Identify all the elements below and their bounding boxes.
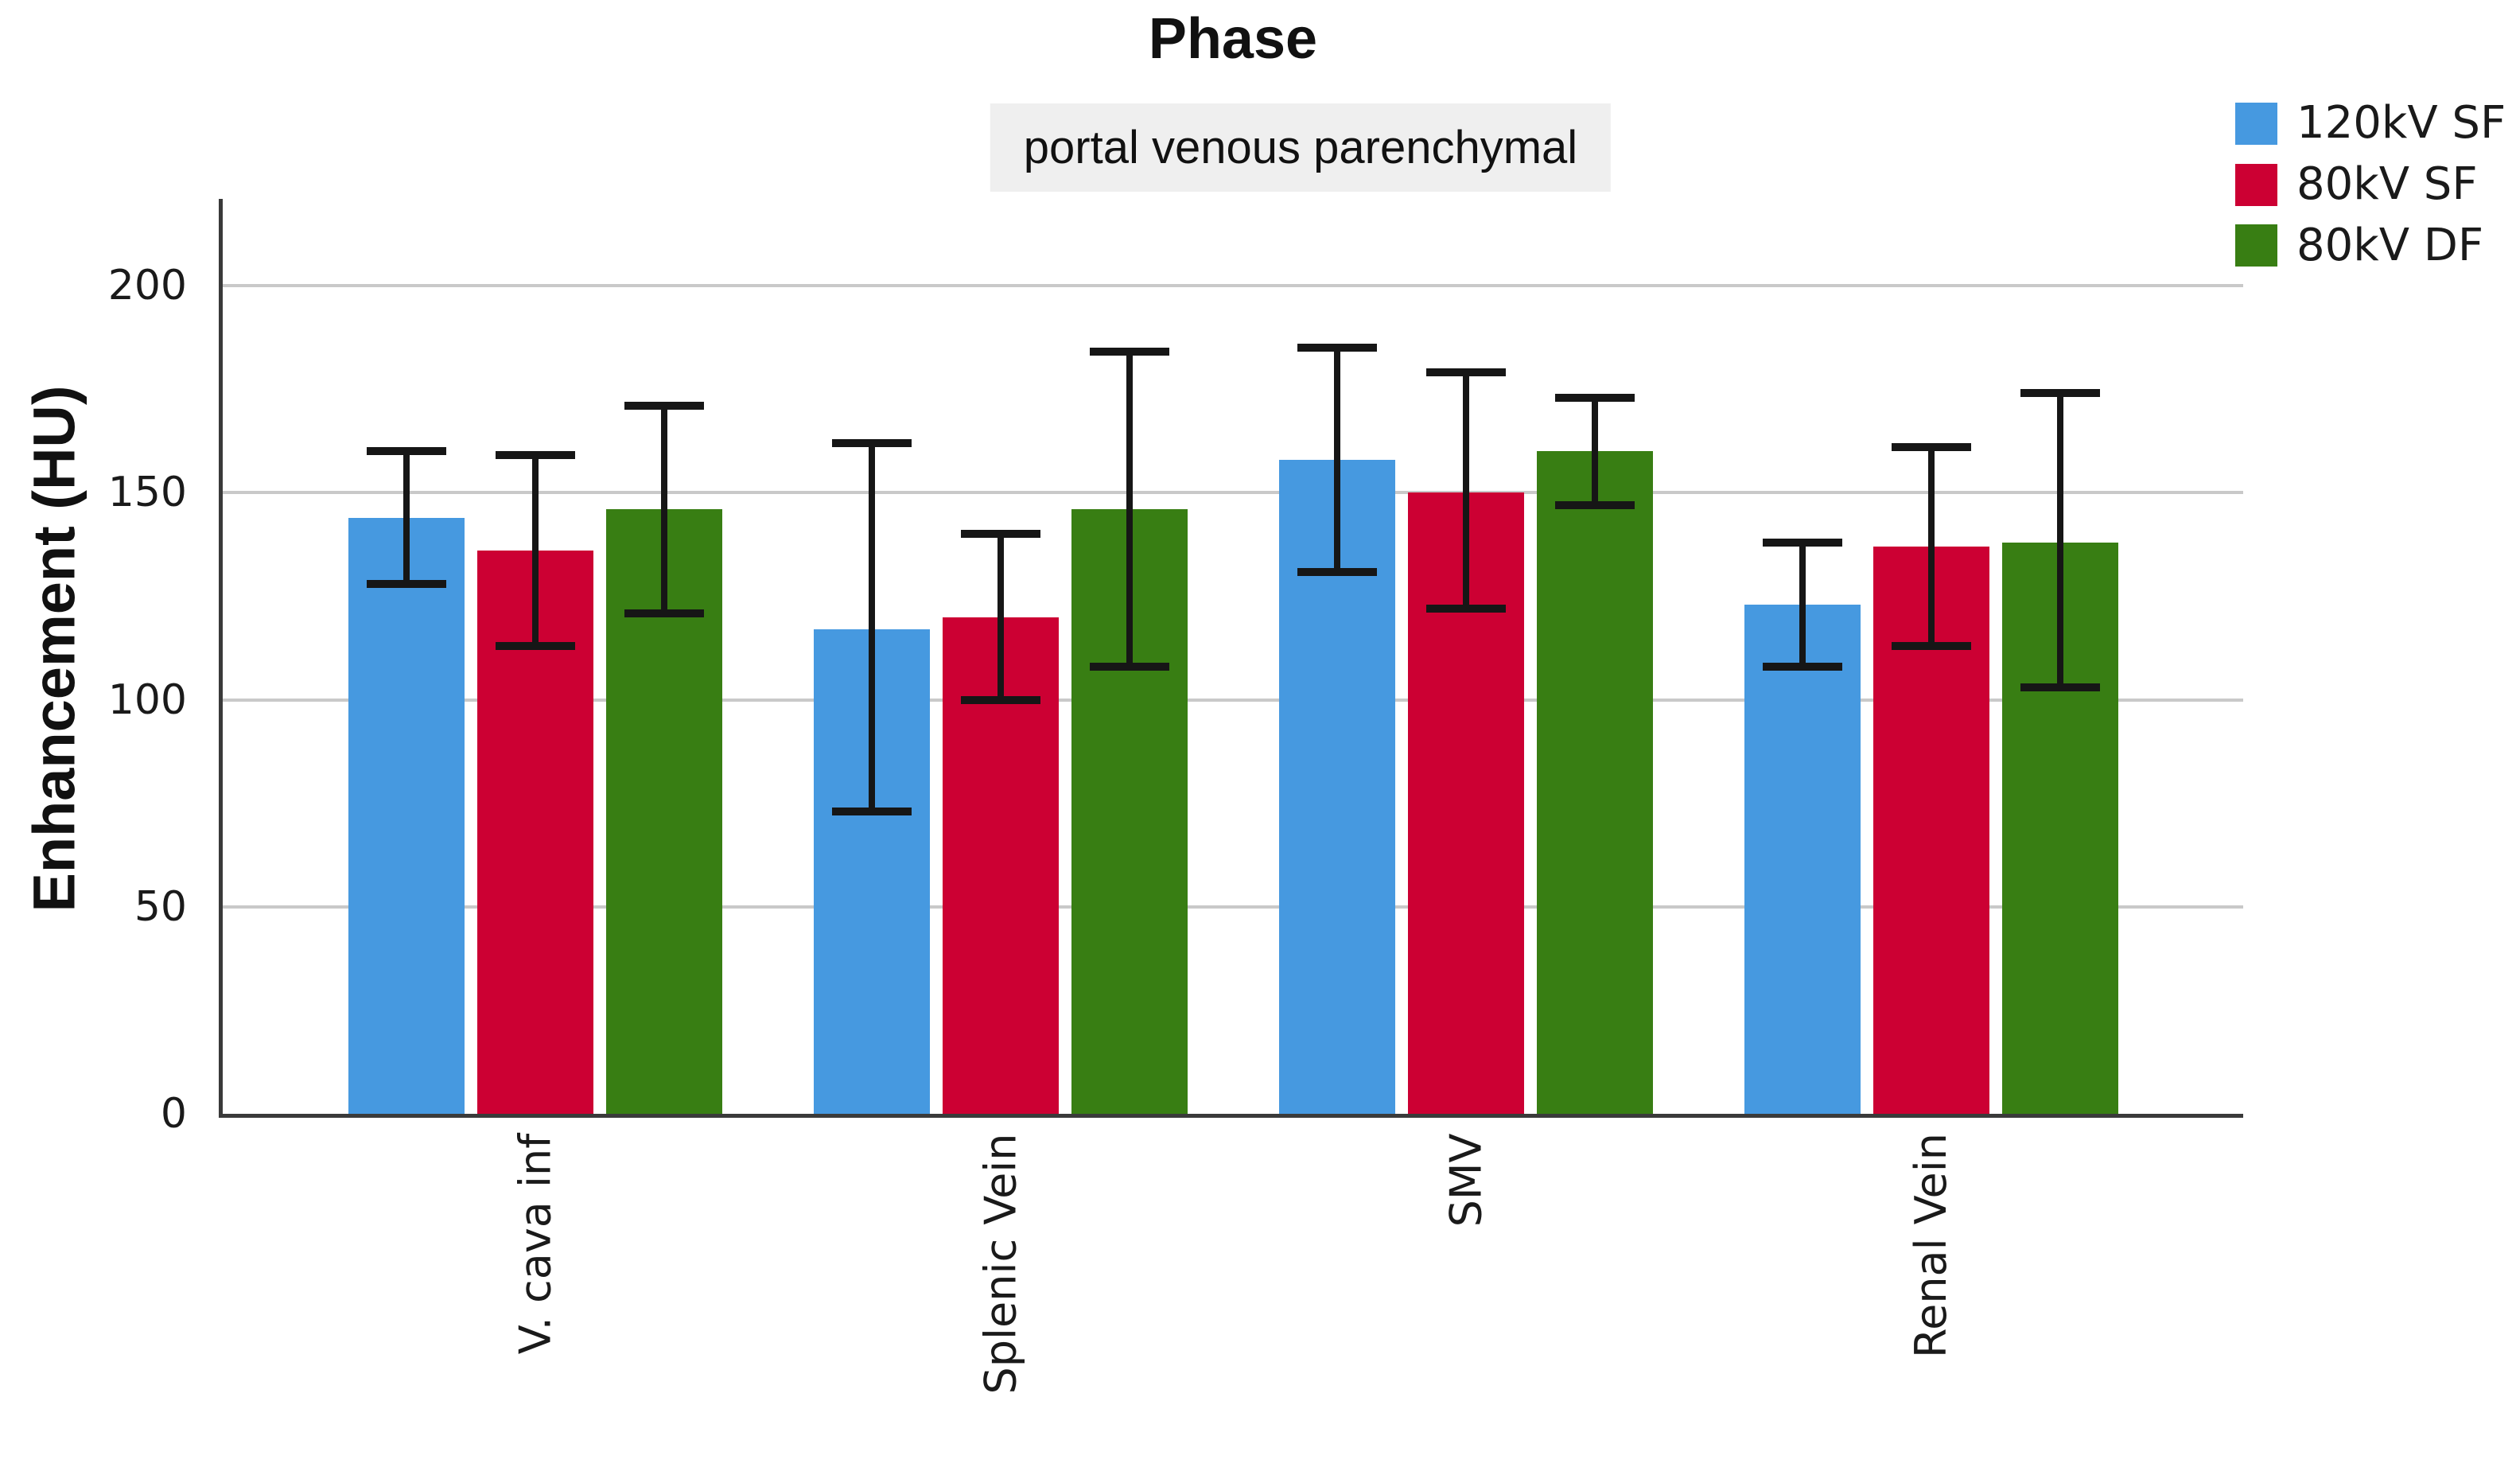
- error-bar-cap-bottom: [1089, 663, 1169, 671]
- y-tick-label: 150: [107, 469, 187, 517]
- error-bar-cap-bottom: [960, 695, 1040, 704]
- legend-label: 120kV SF: [2296, 97, 2506, 149]
- legend-swatch: [2235, 224, 2277, 267]
- error-bar-line: [1927, 443, 1935, 651]
- error-bar-cap-bottom: [624, 609, 704, 617]
- error-bar-line: [1126, 348, 1133, 671]
- y-tick-label: 100: [107, 675, 187, 724]
- gridline: [223, 905, 2243, 909]
- error-bar-cap-top: [1425, 368, 1506, 377]
- error-bar-line: [531, 451, 539, 651]
- error-bar-cap-bottom: [1425, 605, 1506, 613]
- error-bar: [495, 451, 575, 651]
- y-tick-label: 50: [134, 882, 187, 931]
- error-bar-cap-bottom: [1891, 642, 1971, 651]
- chart-subtitle: portal venous parenchymal: [990, 103, 1612, 192]
- error-bar-cap-top: [1089, 348, 1169, 356]
- error-bar-cap-bottom: [366, 580, 446, 589]
- legend: 120kV SF 80kV SF 80kV DF: [2235, 97, 2506, 271]
- error-bar-cap-top: [1891, 443, 1971, 451]
- error-bar-line: [1799, 538, 1806, 671]
- error-bar: [624, 401, 704, 617]
- error-bar: [1762, 538, 1842, 671]
- error-bar-line: [402, 447, 410, 589]
- legend-item: 80kV DF: [2235, 219, 2506, 271]
- error-bar: [1891, 443, 1971, 651]
- error-bar-cap-bottom: [2020, 683, 2100, 692]
- error-bar: [366, 447, 446, 589]
- error-bar-cap-top: [366, 447, 446, 456]
- gridline: [223, 698, 2243, 702]
- legend-item: 120kV SF: [2235, 97, 2506, 149]
- error-bar-cap-bottom: [1554, 501, 1635, 510]
- error-bar-cap-top: [1762, 538, 1842, 547]
- error-bar: [1554, 393, 1635, 510]
- x-category-label: Renal Vein: [1906, 1133, 1956, 1358]
- x-category-label: SMV: [1440, 1133, 1491, 1227]
- error-bar: [1297, 344, 1377, 576]
- error-bar: [960, 530, 1040, 704]
- legend-label: 80kV SF: [2296, 158, 2478, 210]
- error-bar-line: [1333, 344, 1340, 576]
- error-bar-cap-top: [960, 530, 1040, 539]
- y-tick-label: 0: [160, 1090, 187, 1138]
- error-bar: [1089, 348, 1169, 671]
- error-bar-cap-bottom: [1297, 567, 1377, 576]
- gridline: [223, 491, 2243, 495]
- bar-120kv-sf-3: [1744, 604, 1861, 1114]
- error-bar-cap-top: [1297, 344, 1377, 352]
- legend-swatch: [2235, 163, 2277, 206]
- legend-item: 80kV SF: [2235, 158, 2506, 210]
- error-bar: [1425, 368, 1506, 613]
- error-bar-line: [2056, 389, 2063, 692]
- error-bar-line: [1462, 368, 1469, 613]
- x-category-label: V. cava inf: [509, 1133, 560, 1354]
- plot-area: [219, 199, 2243, 1118]
- gridline: [223, 284, 2243, 288]
- chart-title: Phase: [1148, 7, 1318, 71]
- error-bar-cap-top: [495, 451, 575, 460]
- error-bar-cap-top: [831, 438, 912, 447]
- error-bar-line: [660, 401, 667, 617]
- error-bar-line: [997, 530, 1004, 704]
- error-bar-cap-bottom: [1762, 663, 1842, 671]
- error-bar-cap-bottom: [831, 808, 912, 816]
- y-tick-label: 200: [107, 262, 187, 310]
- error-bar-cap-bottom: [495, 642, 575, 651]
- legend-swatch: [2235, 102, 2277, 145]
- error-bar-cap-top: [1554, 393, 1635, 402]
- legend-label: 80kV DF: [2296, 219, 2484, 271]
- bar-120kv-sf-0: [348, 517, 465, 1114]
- error-bar: [2020, 389, 2100, 692]
- error-bar-cap-top: [2020, 389, 2100, 398]
- x-category-label: Splenic Vein: [975, 1132, 1026, 1395]
- error-bar: [831, 438, 912, 816]
- bar-80kv-df-2: [1536, 451, 1653, 1114]
- error-bar-line: [868, 438, 875, 816]
- error-bar-cap-top: [624, 401, 704, 410]
- error-bar-line: [1591, 393, 1598, 510]
